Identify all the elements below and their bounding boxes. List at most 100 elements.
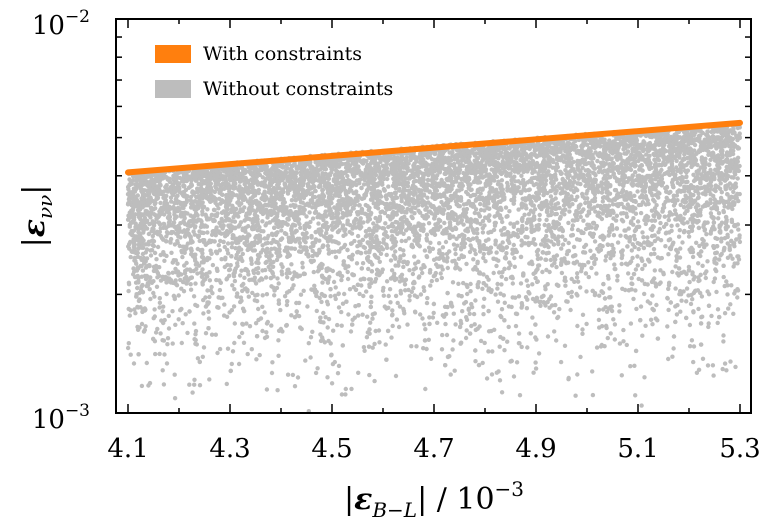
- scatter-point: [533, 275, 538, 281]
- scatter-point: [696, 195, 701, 200]
- scatter-point: [490, 349, 495, 354]
- scatter-point: [652, 199, 657, 204]
- scatter-point: [393, 249, 398, 254]
- scatter-point: [184, 260, 189, 266]
- scatter-point: [712, 276, 718, 281]
- scatter-point: [325, 325, 330, 330]
- scatter-point: [607, 286, 612, 291]
- scatter-point: [484, 376, 490, 381]
- scatter-point: [356, 313, 361, 318]
- scatter-point: [345, 276, 351, 282]
- scatter-point: [213, 233, 218, 238]
- scatter-point: [580, 327, 585, 332]
- scatter-point: [665, 324, 670, 329]
- scatter-point: [544, 217, 549, 223]
- scatter-point: [161, 382, 167, 387]
- scatter-point: [250, 290, 255, 296]
- scatter-point: [497, 378, 503, 383]
- scatter-point: [232, 321, 237, 326]
- scatter-point: [511, 242, 516, 248]
- scatter-point: [215, 350, 220, 356]
- scatter-point: [168, 236, 174, 242]
- scatter-point: [534, 249, 540, 254]
- scatter-point: [190, 390, 195, 395]
- scatter-point: [325, 375, 330, 380]
- scatter-point: [633, 170, 638, 175]
- scatter-point: [595, 158, 600, 164]
- scatter-point: [596, 317, 602, 323]
- scatter-point: [478, 207, 484, 213]
- scatter-point: [307, 210, 312, 215]
- scatter-point: [407, 293, 412, 299]
- scatter-point: [360, 312, 365, 317]
- scatter-point: [658, 220, 663, 226]
- scatter-point: [339, 277, 344, 283]
- scatter-point: [126, 288, 131, 294]
- scatter-point: [371, 221, 376, 226]
- scatter-point: [276, 281, 281, 286]
- scatter-point: [507, 209, 512, 214]
- scatter-point: [679, 298, 684, 303]
- scatter-point: [231, 274, 237, 279]
- scatter-point: [642, 263, 647, 268]
- scatter-point: [689, 338, 695, 343]
- scatter-point: [166, 313, 171, 319]
- scatter-point: [362, 276, 367, 282]
- scatter-point: [398, 274, 403, 279]
- scatter-point: [732, 291, 737, 296]
- scatter-point: [452, 368, 457, 373]
- scatter-point: [558, 171, 564, 176]
- scatter-point: [323, 315, 328, 320]
- scatter-point: [584, 289, 589, 294]
- scatter-point: [498, 291, 503, 296]
- scatter-point: [405, 322, 410, 327]
- scatter-point: [339, 309, 344, 315]
- scatter-point: [272, 246, 277, 251]
- scatter-point: [178, 235, 183, 240]
- scatter-point: [543, 257, 549, 262]
- scatter-point: [717, 257, 722, 262]
- scatter-point: [628, 235, 633, 240]
- scatter-point: [467, 249, 473, 255]
- scatter-point: [406, 236, 412, 241]
- scatter-point: [687, 279, 692, 285]
- scatter-point: [296, 300, 302, 306]
- scatter-point: [611, 317, 616, 322]
- scatter-point: [629, 281, 634, 286]
- scatter-point: [152, 294, 157, 299]
- scatter-point: [604, 309, 610, 314]
- scatter-point: [480, 286, 485, 291]
- scatter-point: [721, 274, 726, 280]
- scatter-point: [326, 316, 332, 322]
- scatter-point: [486, 349, 491, 354]
- scatter-point: [559, 246, 564, 251]
- scatter-point: [193, 281, 198, 286]
- scatter-point: [711, 187, 717, 192]
- scatter-point: [367, 372, 372, 378]
- scatter-point: [608, 331, 613, 336]
- scatter-point: [691, 359, 696, 365]
- scatter-point: [721, 339, 726, 344]
- scatter-point: [586, 274, 591, 280]
- scatter-point: [315, 366, 320, 371]
- scatter-point: [381, 226, 387, 231]
- scatter-point: [691, 277, 696, 282]
- scatter-point: [632, 237, 638, 242]
- scatter-point: [710, 363, 716, 368]
- scatter-point: [505, 339, 510, 344]
- scatter-point: [144, 360, 149, 366]
- scatter-point: [237, 334, 242, 340]
- scatter-point: [154, 257, 159, 262]
- scatter-point: [611, 233, 617, 238]
- scatter-point: [256, 260, 261, 266]
- scatter-point: [383, 342, 388, 347]
- scatter-point: [428, 240, 433, 245]
- scatter-point: [531, 271, 536, 276]
- scatter-point: [217, 287, 223, 293]
- scatter-point: [260, 219, 265, 224]
- scatter-point: [192, 321, 197, 326]
- scatter-point: [275, 276, 280, 281]
- scatter-point: [173, 322, 178, 327]
- scatter-point: [643, 221, 648, 227]
- scatter-point: [126, 341, 131, 346]
